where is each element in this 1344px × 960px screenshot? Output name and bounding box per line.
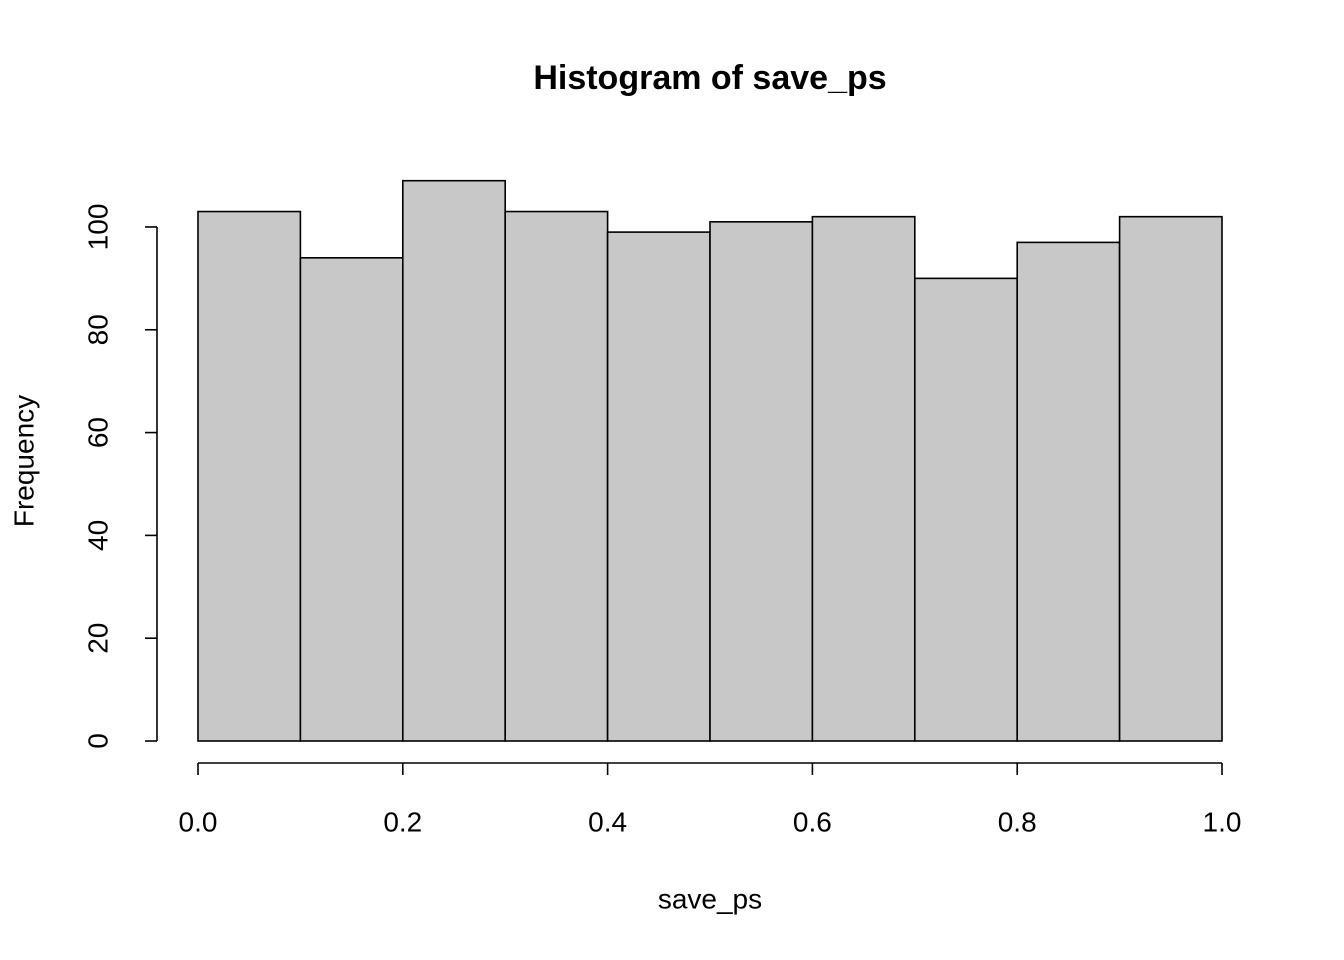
y-tick-label: 60 bbox=[82, 417, 113, 448]
y-tick-label: 80 bbox=[82, 314, 113, 345]
bar bbox=[1016, 241, 1121, 742]
bar bbox=[606, 231, 711, 742]
x-tick-label: 1.0 bbox=[1203, 806, 1242, 837]
y-tick-label: 0 bbox=[82, 733, 113, 749]
x-tick-label: 0.2 bbox=[383, 806, 422, 837]
bar bbox=[401, 179, 506, 742]
x-tick-label: 0.0 bbox=[179, 806, 218, 837]
bar bbox=[299, 257, 404, 742]
bar bbox=[709, 221, 814, 742]
chart-title: Histogram of save_ps bbox=[533, 59, 886, 97]
x-axis-title: save_ps bbox=[658, 883, 762, 914]
y-tick-label: 40 bbox=[82, 520, 113, 551]
bar bbox=[504, 210, 609, 742]
x-tick-label: 0.4 bbox=[588, 806, 627, 837]
bar bbox=[811, 215, 916, 742]
bar bbox=[1118, 215, 1223, 742]
y-tick-label: 20 bbox=[82, 623, 113, 654]
y-axis-title: Frequency bbox=[8, 395, 39, 527]
bar bbox=[197, 210, 302, 742]
y-tick-label: 100 bbox=[82, 204, 113, 251]
bar bbox=[913, 277, 1018, 742]
x-tick-label: 0.8 bbox=[998, 806, 1037, 837]
x-tick-label: 0.6 bbox=[793, 806, 832, 837]
